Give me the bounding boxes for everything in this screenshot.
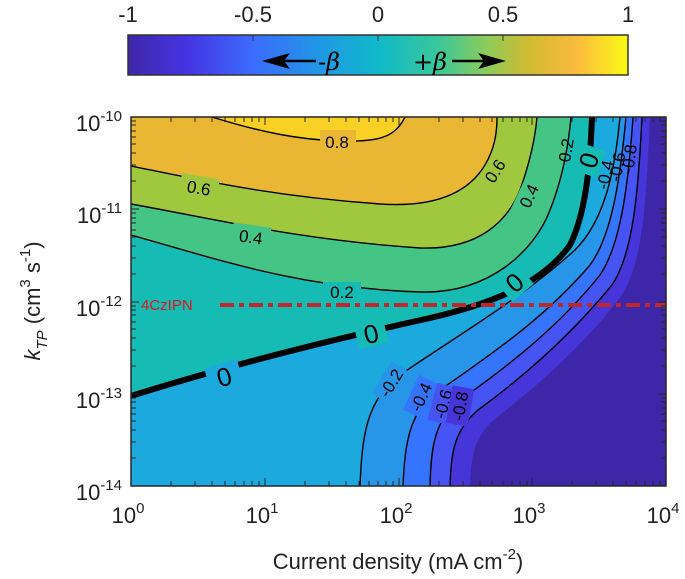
contour-labels: 0.8 0.6 0.4 0.2 0.6 0.4 0.2 0 0 0 0 -0.2…: [141, 130, 641, 427]
svg-text:0.6: 0.6: [185, 177, 212, 200]
y-tick-label: 10-11: [77, 200, 122, 228]
colorbar-tick: -0.5: [234, 2, 272, 27]
x-axis-ticks: 100 101 102 103 104: [112, 500, 680, 528]
svg-text:0.4: 0.4: [238, 226, 264, 248]
y-tick-label: 10-12: [76, 293, 122, 321]
svg-text:-0.6: -0.6: [606, 151, 630, 183]
svg-text:0.8: 0.8: [325, 133, 349, 152]
svg-text:0: 0: [361, 318, 382, 351]
reference-label-4czipn: 4CzIPN: [141, 297, 193, 314]
colorbar-tick: 0.5: [488, 2, 519, 27]
y-axis-label: kTP (cm3 s-1): [17, 241, 51, 360]
colorbar-tick: -1: [118, 2, 138, 27]
contour-plot-area: [131, 117, 666, 486]
svg-text:0.2: 0.2: [555, 137, 578, 164]
x-tick-label: 102: [380, 500, 413, 528]
svg-text:-0.8: -0.8: [449, 390, 473, 422]
y-tick-label: 10-14: [76, 477, 122, 505]
right-arrow-icon: [452, 53, 506, 69]
y-tick-label: 10-13: [76, 385, 122, 413]
y-axis-ticks: 10-10 10-11 10-12 10-13 10-14: [76, 108, 122, 505]
x-axis-label: Current density (mA cm-2): [273, 546, 524, 574]
colorbar-gradient: [127, 34, 629, 76]
svg-text:0.2: 0.2: [330, 283, 354, 302]
x-tick-label: 101: [246, 500, 279, 528]
y-tick-label: 10-10: [76, 108, 122, 136]
svg-text:-0.8: -0.8: [618, 143, 641, 175]
minus-beta-label: -β: [318, 48, 340, 76]
plus-beta-label: +β: [413, 48, 447, 76]
axes-frame: [130, 116, 667, 487]
contour-lines: [131, 117, 643, 486]
x-tick-label: 100: [112, 500, 145, 528]
x-tick-label: 103: [513, 500, 546, 528]
colorbar: -1 -0.5 0 0.5 1 -β +β: [118, 2, 634, 76]
x-tick-label: 104: [647, 500, 680, 528]
colorbar-tick: 0: [372, 2, 384, 27]
left-arrow-icon: [262, 53, 316, 69]
colorbar-tick: 1: [622, 2, 634, 27]
